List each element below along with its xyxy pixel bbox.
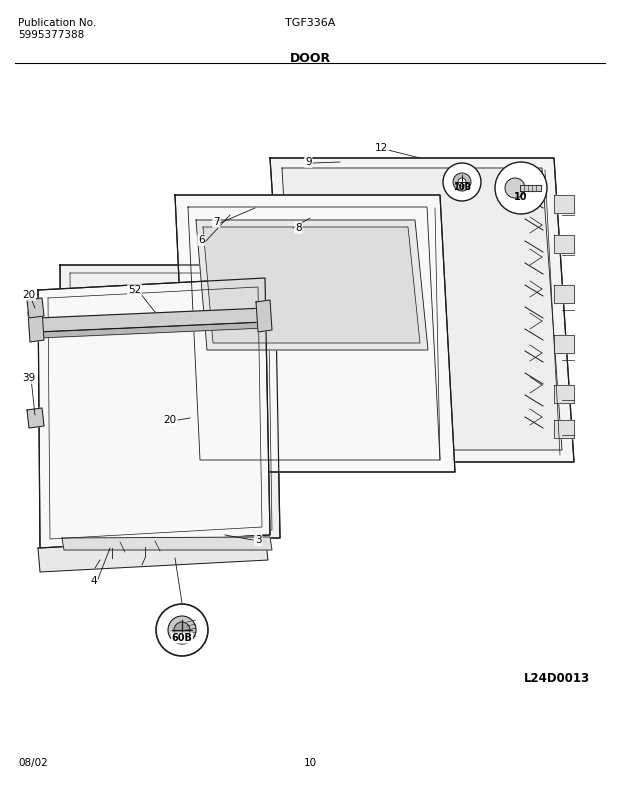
Text: 10: 10 <box>303 758 317 768</box>
Text: DOOR: DOOR <box>290 52 330 65</box>
Polygon shape <box>520 185 541 191</box>
Circle shape <box>156 604 208 656</box>
Text: 5995377388: 5995377388 <box>18 30 84 40</box>
Text: TGF336A: TGF336A <box>285 18 335 28</box>
Polygon shape <box>256 300 272 332</box>
Circle shape <box>443 163 481 201</box>
Text: 08/02: 08/02 <box>18 758 48 768</box>
Text: 12: 12 <box>375 143 388 153</box>
Text: 4: 4 <box>90 576 97 586</box>
Circle shape <box>495 162 547 214</box>
Polygon shape <box>554 235 574 253</box>
Circle shape <box>453 173 471 191</box>
Polygon shape <box>554 195 574 213</box>
Polygon shape <box>38 322 265 338</box>
Polygon shape <box>196 220 428 350</box>
Text: 39: 39 <box>22 373 35 383</box>
Text: 10B: 10B <box>453 183 471 192</box>
Text: 9: 9 <box>305 157 312 167</box>
Text: eReplacementParts.com: eReplacementParts.com <box>231 410 358 420</box>
Polygon shape <box>554 335 574 353</box>
Polygon shape <box>554 420 574 438</box>
Text: 60B: 60B <box>172 633 192 643</box>
Polygon shape <box>28 310 44 342</box>
Text: L24D0013: L24D0013 <box>524 672 590 685</box>
Polygon shape <box>554 385 574 403</box>
Polygon shape <box>203 227 420 343</box>
Polygon shape <box>38 308 265 332</box>
Text: 20: 20 <box>163 415 176 425</box>
Polygon shape <box>60 265 280 538</box>
Text: 3: 3 <box>255 535 262 545</box>
Circle shape <box>505 178 525 198</box>
Text: 6: 6 <box>198 235 205 245</box>
Text: 8: 8 <box>295 223 301 233</box>
Polygon shape <box>27 408 44 428</box>
Text: 52: 52 <box>128 285 141 295</box>
Text: Publication No.: Publication No. <box>18 18 96 28</box>
Text: 20: 20 <box>22 290 35 300</box>
Circle shape <box>458 178 466 186</box>
Polygon shape <box>175 195 455 472</box>
Text: 10: 10 <box>514 192 528 202</box>
Polygon shape <box>27 298 44 318</box>
Polygon shape <box>270 158 574 462</box>
Polygon shape <box>282 168 562 450</box>
Circle shape <box>174 622 190 638</box>
Text: 7: 7 <box>213 217 219 227</box>
Polygon shape <box>554 285 574 303</box>
Polygon shape <box>38 535 268 572</box>
Circle shape <box>168 616 196 644</box>
Polygon shape <box>38 278 270 548</box>
Polygon shape <box>62 537 272 550</box>
